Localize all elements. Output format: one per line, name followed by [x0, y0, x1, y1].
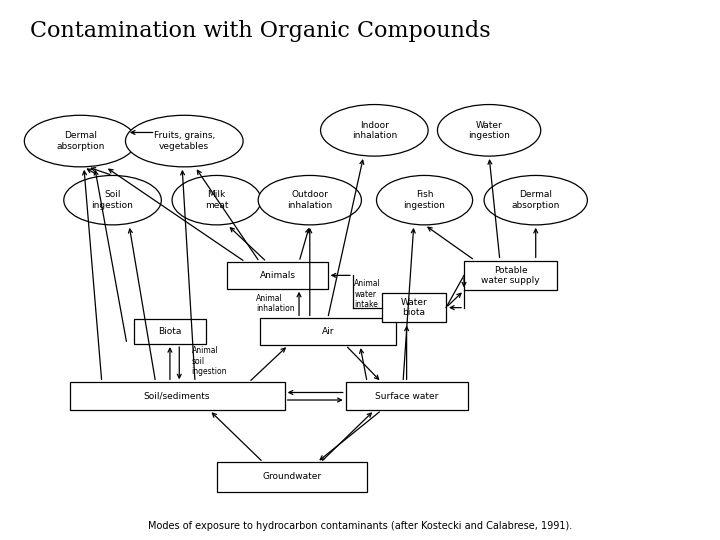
Text: Animals: Animals	[259, 271, 295, 280]
Text: Soil/sediments: Soil/sediments	[144, 392, 210, 401]
Text: Water
biota: Water biota	[400, 298, 427, 318]
Ellipse shape	[258, 176, 361, 225]
Text: Fish
ingestion: Fish ingestion	[404, 191, 446, 210]
Ellipse shape	[64, 176, 161, 225]
Ellipse shape	[438, 105, 541, 156]
FancyBboxPatch shape	[382, 293, 446, 322]
FancyBboxPatch shape	[134, 320, 206, 344]
FancyBboxPatch shape	[228, 262, 328, 289]
Text: Fruits, grains,
vegetables: Fruits, grains, vegetables	[153, 131, 215, 151]
Text: Surface water: Surface water	[375, 392, 438, 401]
Ellipse shape	[24, 115, 136, 167]
Text: Dermal
absorption: Dermal absorption	[511, 191, 560, 210]
Text: Modes of exposure to hydrocarbon contaminants (after Kostecki and Calabrese, 199: Modes of exposure to hydrocarbon contami…	[148, 521, 572, 531]
Text: Animal
water
intake: Animal water intake	[354, 279, 381, 309]
FancyBboxPatch shape	[464, 261, 557, 290]
Text: Water
ingestion: Water ingestion	[468, 120, 510, 140]
Text: Indoor
inhalation: Indoor inhalation	[351, 120, 397, 140]
Text: Soil
ingestion: Soil ingestion	[91, 191, 133, 210]
FancyBboxPatch shape	[217, 462, 367, 491]
Text: Animal
soil
ingestion: Animal soil ingestion	[192, 347, 227, 376]
Text: Milk
meat: Milk meat	[204, 191, 228, 210]
FancyBboxPatch shape	[260, 319, 396, 345]
FancyBboxPatch shape	[346, 382, 467, 410]
Ellipse shape	[320, 105, 428, 156]
Ellipse shape	[172, 176, 261, 225]
Text: Outdoor
inhalation: Outdoor inhalation	[287, 191, 333, 210]
Text: Potable
water supply: Potable water supply	[481, 266, 540, 285]
Text: Biota: Biota	[158, 327, 181, 336]
Ellipse shape	[125, 115, 243, 167]
Text: Animal
inhalation: Animal inhalation	[256, 294, 294, 313]
Ellipse shape	[484, 176, 588, 225]
Text: Contamination with Organic Compounds: Contamination with Organic Compounds	[30, 20, 491, 42]
Text: Dermal
absorption: Dermal absorption	[56, 131, 104, 151]
FancyBboxPatch shape	[70, 382, 284, 410]
Ellipse shape	[377, 176, 472, 225]
Text: Groundwater: Groundwater	[262, 472, 321, 481]
Text: Air: Air	[321, 327, 334, 336]
